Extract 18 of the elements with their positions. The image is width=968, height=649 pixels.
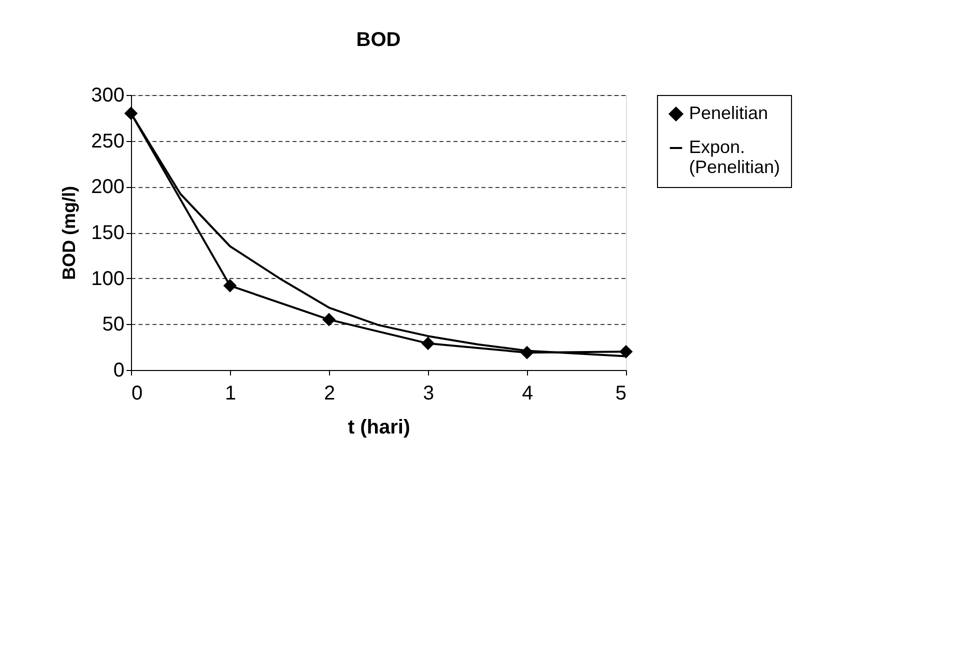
y-tick-label: 250: [91, 130, 124, 152]
y-tick-label: 300: [91, 84, 124, 106]
x-tick-label: 1: [224, 382, 236, 404]
x-tick-label: 3: [422, 382, 434, 404]
legend-label: Penelitian: [689, 103, 768, 123]
x-tick-label: 0: [132, 382, 143, 404]
x-tick-label: 4: [522, 382, 534, 404]
legend-label: Expon. (Penelitian): [689, 137, 780, 177]
x-tick-label: 2: [324, 382, 336, 404]
x-tick-label: 5: [615, 382, 626, 404]
chart-title: BOD: [356, 29, 401, 51]
y-tick-label: 200: [91, 176, 124, 198]
y-tick-label: 150: [91, 222, 124, 244]
y-tick-label: 100: [91, 268, 124, 290]
y-tick-label: 0: [113, 360, 124, 382]
x-axis-title: t (hari): [348, 416, 410, 438]
y-tick-label: 50: [102, 314, 124, 336]
y-axis-title: BOD (mg/l): [59, 186, 80, 280]
